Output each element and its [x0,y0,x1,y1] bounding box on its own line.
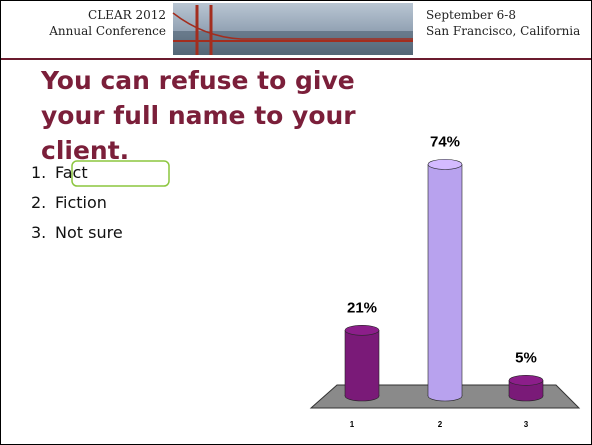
option-text: Not sure [55,223,123,242]
bar [428,164,462,396]
value-label: 5% [515,349,537,366]
header-line: Annual Conference [49,24,166,38]
bridge [173,5,413,55]
option-text: Fact [55,163,88,182]
value-label: 21% [347,299,377,316]
option-number: 2. [31,193,47,212]
water [173,31,413,55]
bar-top [427,159,463,170]
question: You can refuse to give your full name to… [41,66,356,165]
option-number: 1. [31,163,47,182]
header-left: CLEAR 2012 Annual Conference [21,7,166,39]
option: 2. Fiction [31,193,107,212]
x-tick-label: 1 [350,420,355,429]
option: 3. Not sure [31,223,123,242]
answer-highlight [71,160,170,187]
bridge-cable [172,12,413,40]
bar [345,330,379,396]
header-right: September 6-8 San Francisco, California [426,7,580,39]
value-label: 74% [430,133,460,150]
option-text: Fiction [55,193,107,212]
option-number: 3. [31,223,47,242]
option: 1. Fact [31,163,88,182]
header-line: San Francisco, California [426,24,581,38]
bar-top [508,375,544,386]
bar-top [344,324,380,336]
x-tick-label: 2 [438,420,443,429]
header-line: CLEAR 2012 [88,8,166,22]
header-line: September 6-8 [426,8,516,22]
x-tick-label: 3 [524,420,529,429]
